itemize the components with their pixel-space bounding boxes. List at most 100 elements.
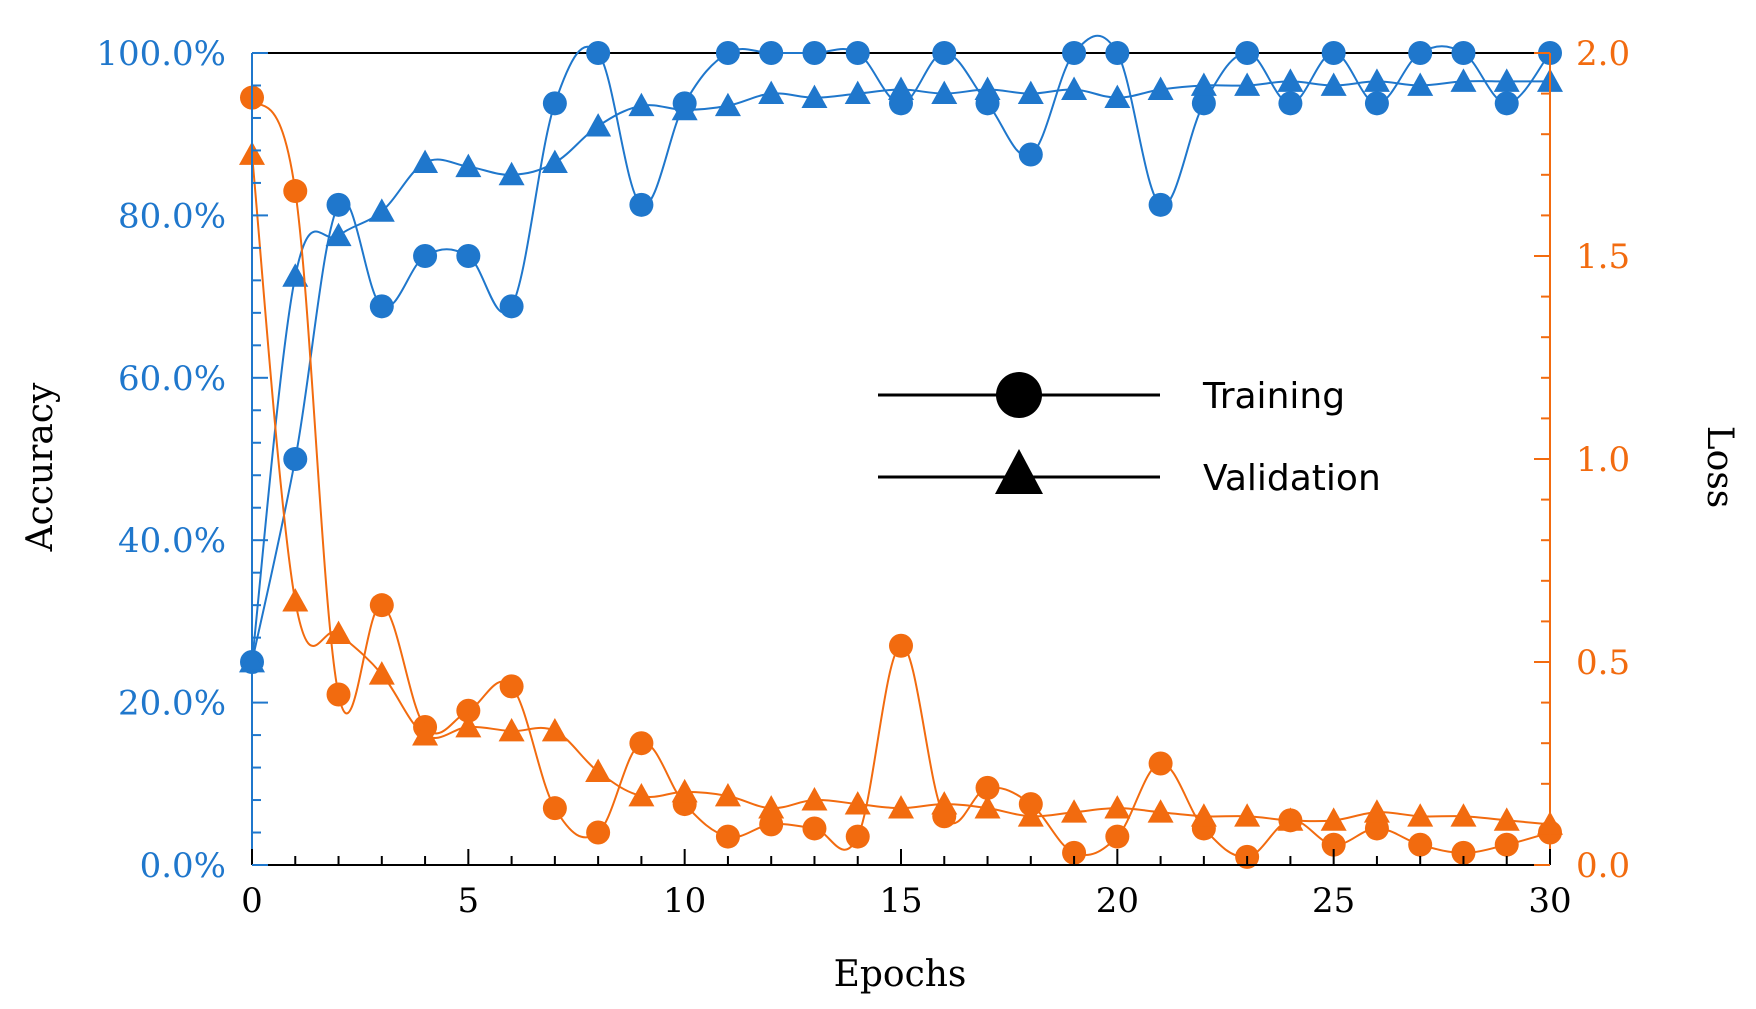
validation-loss-point [1147, 799, 1174, 823]
validation-loss-point [844, 791, 871, 815]
validation-loss-point [498, 718, 525, 742]
x-tick-label: 5 [458, 881, 480, 921]
validation-loss-point [325, 620, 352, 644]
validation-loss-point [282, 588, 309, 612]
validation-loss-point [758, 795, 785, 819]
training-loss-point [715, 824, 740, 849]
training-loss-point [369, 593, 394, 618]
training-accuracy-point [586, 41, 611, 65]
validation-loss-point [585, 758, 612, 783]
validation-loss-point [1363, 799, 1390, 823]
validation-accuracy-point [628, 92, 655, 117]
legend-training-label: Training [1202, 376, 1345, 417]
y-left-tick-label: 40.0% [118, 521, 226, 561]
validation-accuracy-point [325, 222, 352, 247]
training-accuracy-line [251, 34, 1551, 663]
validation-accuracy-point [368, 198, 395, 222]
validation-loss-point [1450, 803, 1477, 827]
validation-accuracy-point [714, 92, 741, 117]
training-loss-point [1494, 832, 1519, 857]
validation-accuracy-point [1407, 72, 1434, 96]
y-right-tick-label: 2.0 [1576, 34, 1630, 74]
training-accuracy-point [1408, 41, 1433, 65]
training-loss-point [1408, 832, 1433, 857]
training-accuracy-point [629, 192, 654, 217]
validation-loss-series [239, 141, 1563, 835]
validation-accuracy-point [1017, 80, 1044, 104]
training-accuracy-point [369, 294, 394, 319]
validation-accuracy-series [239, 68, 1563, 673]
training-loss-point [1451, 840, 1476, 865]
training-loss-point [845, 824, 870, 849]
y-right-tick-label: 1.5 [1576, 237, 1630, 277]
validation-loss-point [931, 791, 958, 815]
validation-accuracy-point [1190, 72, 1217, 96]
validation-accuracy-point [1363, 68, 1390, 92]
y-left-axis-title: Accuracy [20, 382, 61, 552]
validation-loss-point [628, 782, 655, 807]
training-accuracy-point [1235, 41, 1260, 65]
training-loss-point [975, 775, 1000, 800]
validation-loss-point [1320, 807, 1347, 831]
validation-loss-point [1104, 795, 1131, 819]
validation-loss-point [1061, 799, 1088, 823]
validation-accuracy-point [844, 80, 871, 104]
training-accuracy-point [283, 447, 308, 471]
validation-loss-point [671, 778, 698, 803]
validation-loss-point [974, 795, 1001, 819]
validation-loss-point [455, 713, 482, 738]
training-accuracy-point [326, 192, 351, 217]
validation-loss-point [368, 661, 395, 685]
validation-accuracy-point [1277, 68, 1304, 92]
x-tick-label: 25 [1312, 881, 1355, 921]
training-accuracy-point [1105, 41, 1130, 65]
legend-validation-label: Validation [1203, 458, 1381, 499]
y-left-tick-label: 100.0% [96, 34, 226, 74]
training-loss-point [1105, 824, 1130, 849]
training-loss-point [499, 674, 524, 699]
x-tick-label: 30 [1528, 881, 1571, 921]
training-loss-point [542, 796, 567, 821]
training-accuracy-point [802, 41, 827, 65]
validation-accuracy-point [498, 161, 525, 186]
validation-accuracy-point [931, 80, 958, 104]
validation-loss-point [541, 718, 568, 742]
training-accuracy-point [759, 41, 784, 65]
legend-validation-marker [995, 449, 1043, 494]
training-accuracy-point [413, 244, 438, 268]
axes-layer: 0 5 10 15 20 25 30 0.0% 20.0% 40.0% 60.0% 80.0% 100.… [96, 34, 1630, 921]
y-left-tick-label: 20.0% [118, 684, 226, 724]
validation-loss-point [1407, 803, 1434, 827]
validation-loss-point [1277, 807, 1304, 831]
validation-loss-point [888, 795, 914, 819]
validation-accuracy-point [455, 153, 482, 178]
training-accuracy-point [1191, 91, 1216, 116]
validation-accuracy-point [282, 263, 309, 287]
training-loss-point [629, 731, 654, 756]
training-loss-point [586, 820, 611, 845]
validation-accuracy-point [1450, 68, 1477, 92]
validation-loss-point [1190, 803, 1217, 827]
validation-accuracy-point [1493, 68, 1520, 92]
series-layer [239, 34, 1563, 869]
training-loss-point [802, 816, 827, 841]
validation-accuracy-point [1147, 76, 1174, 100]
validation-accuracy-point [1104, 84, 1131, 109]
validation-accuracy-point [1320, 72, 1347, 96]
x-tick-label: 10 [663, 881, 706, 921]
validation-loss-point [801, 787, 828, 811]
validation-loss-point [1017, 803, 1044, 827]
validation-loss-point [1493, 807, 1520, 831]
training-accuracy-point [1321, 41, 1346, 65]
training-accuracy-point [845, 41, 870, 65]
training-accuracy-point [456, 244, 481, 268]
y-right-tick-label: 0.5 [1576, 643, 1630, 683]
legend: Training Validation [878, 372, 1381, 499]
training-loss-point [1148, 751, 1173, 776]
legend-training-marker [996, 372, 1042, 418]
training-loss-point [1062, 840, 1087, 865]
y-right-tick-label: 1.0 [1576, 440, 1630, 480]
validation-accuracy-line [251, 80, 1550, 663]
y-left-tick-label: 80.0% [118, 196, 226, 236]
